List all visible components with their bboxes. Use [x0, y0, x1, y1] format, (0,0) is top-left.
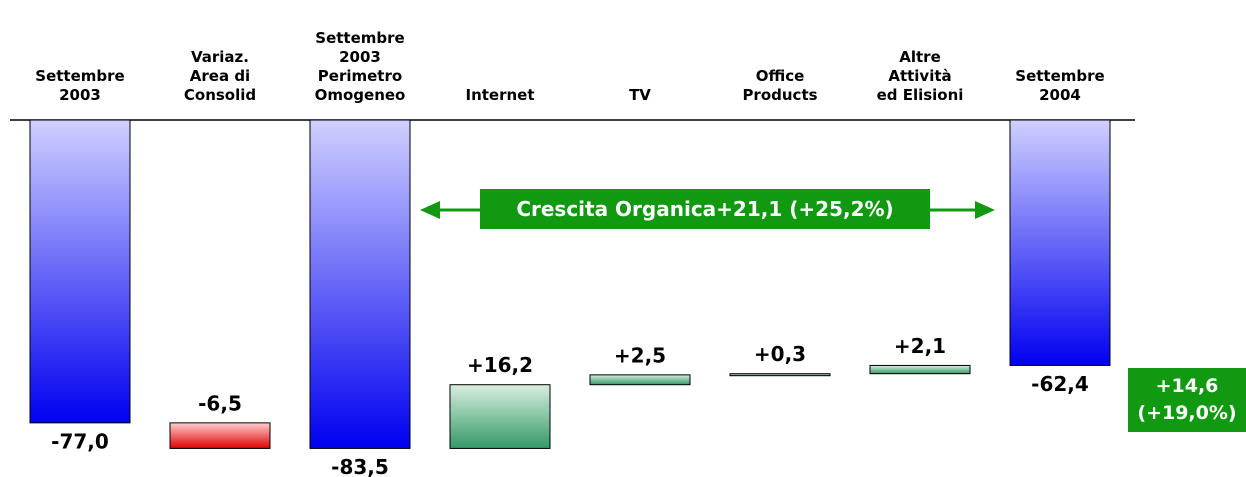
- value-label: +2,1: [894, 334, 946, 358]
- bar: [869, 364, 971, 375]
- category-label: Variaz. Area di Consolid: [183, 48, 257, 104]
- category-label: Settembre 2004: [1015, 67, 1105, 104]
- category-label: Office Products: [742, 67, 818, 104]
- category-label: Settembre 2003: [35, 67, 125, 104]
- bar: [29, 119, 131, 424]
- bar: [589, 374, 691, 386]
- bar: [169, 422, 271, 449]
- category-label: Internet: [465, 86, 535, 104]
- category-label: TV: [629, 86, 651, 104]
- value-label: -83,5: [331, 455, 389, 477]
- value-label: +2,5: [614, 343, 666, 367]
- value-label: +0,3: [754, 342, 806, 366]
- value-label: -62,4: [1031, 372, 1089, 396]
- bar: [309, 119, 411, 449]
- bar: [729, 373, 831, 377]
- annotation: Crescita Organica+21,1 (+25,2%): [480, 189, 930, 229]
- category-label: Settembre 2003 Perimetro Omogeneo: [314, 29, 406, 104]
- category-label: Altre Attività ed Elisioni: [876, 48, 964, 104]
- bar: [449, 384, 551, 449]
- bar: [1009, 119, 1111, 366]
- value-label: -6,5: [198, 391, 242, 415]
- arrow-head: [975, 201, 995, 219]
- arrow-head: [420, 201, 440, 219]
- value-label: +16,2: [467, 353, 533, 377]
- annotation: +14,6 (+19,0%): [1128, 368, 1246, 432]
- value-label: -77,0: [51, 429, 109, 453]
